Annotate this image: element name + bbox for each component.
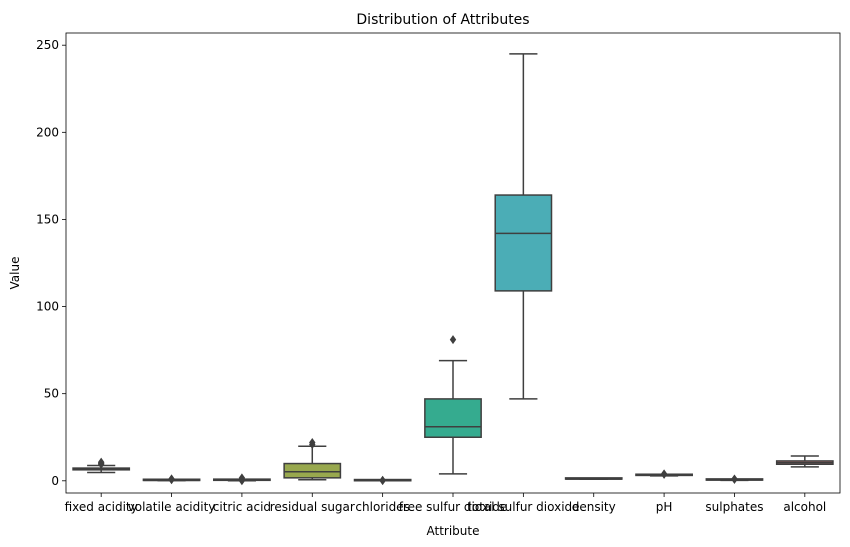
x-tick-label: pH [656,500,673,514]
outlier-point [238,473,246,483]
y-axis-label: Value [8,257,22,290]
chart-title: Distribution of Attributes [356,12,529,28]
x-tick-label: chlorides [355,500,409,514]
outlier-point [97,457,105,467]
y-tick-label: 0 [51,474,59,488]
x-tick-label: free sulfur dioxide [399,500,508,514]
x-tick-label: volatile acidity [128,500,216,514]
y-tick-label: 100 [36,300,59,314]
box-body [424,398,482,438]
outlier-point [309,437,316,447]
outlier-point [168,474,175,484]
x-tick-label: residual sugar [270,500,355,514]
box-body [494,194,553,292]
y-tick-label: 250 [36,38,59,52]
y-tick-label: 50 [44,387,59,401]
outlier-point [731,474,738,484]
y-tick-label: 200 [36,125,59,139]
outlier-point [379,475,386,485]
x-axis-label: Attribute [427,524,480,538]
x-tick-label: alcohol [783,500,826,514]
y-tick-label: 150 [36,212,59,226]
x-tick-label: fixed acidity [65,500,138,514]
outlier-point [449,335,457,345]
x-tick-label: citric acid [213,500,271,514]
x-tick-label: sulphates [705,500,763,514]
x-tick-label: density [572,500,616,514]
x-tick-label: total sulfur dioxide [467,500,579,514]
plot-frame [65,32,841,494]
box-body [283,462,342,479]
outlier-point [660,469,668,479]
